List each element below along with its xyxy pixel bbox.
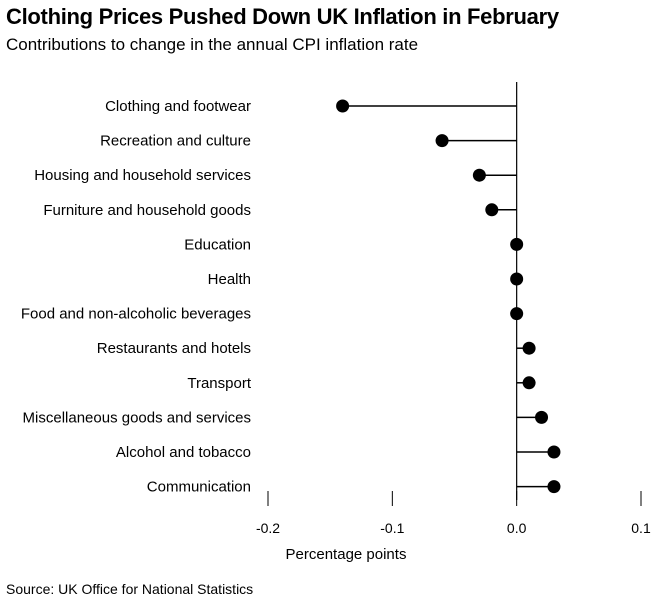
category-label: Recreation and culture	[100, 133, 251, 150]
chart-title: Clothing Prices Pushed Down UK Inflation…	[6, 4, 559, 29]
lollipop-dot	[435, 134, 449, 148]
chart-marks	[336, 99, 561, 494]
x-tick-label: 0.0	[507, 520, 527, 536]
category-label: Clothing and footwear	[105, 98, 251, 115]
category-label: Furniture and household goods	[43, 202, 251, 219]
lollipop-dot	[547, 480, 561, 494]
category-label: Health	[208, 271, 251, 288]
category-label: Housing and household services	[34, 167, 251, 184]
lollipop-dot	[510, 272, 524, 286]
x-tick-label: -0.2	[256, 520, 280, 536]
x-axis: -0.2 -0.1 0.0 0.1 Percentage points	[256, 82, 651, 563]
x-axis-label: Percentage points	[286, 546, 407, 563]
lollipop-dot	[535, 410, 549, 424]
x-tick-label: 0.1	[631, 520, 651, 536]
lollipop-dot	[510, 307, 524, 321]
category-label: Alcohol and tobacco	[116, 444, 251, 461]
lollipop-dot	[336, 99, 350, 113]
lollipop-dot	[522, 376, 536, 390]
lollipop-dot	[472, 168, 486, 182]
category-label: Education	[184, 236, 251, 253]
lollipop-dot	[522, 341, 536, 355]
lollipop-dot	[485, 203, 499, 217]
lollipop-dot	[547, 445, 561, 459]
category-labels: Clothing and footwear Recreation and cult…	[21, 98, 252, 496]
category-label: Communication	[147, 479, 251, 496]
source-note: Source: UK Office for National Statistic…	[6, 581, 254, 597]
category-label: Restaurants and hotels	[97, 340, 251, 357]
lollipop-dot	[510, 237, 524, 251]
category-label: Miscellaneous goods and services	[23, 409, 251, 426]
chart-subtitle: Contributions to change in the annual CP…	[6, 35, 419, 54]
x-tick-label: -0.1	[380, 520, 404, 536]
category-label: Food and non-alcoholic beverages	[21, 306, 251, 323]
category-label: Transport	[187, 375, 251, 392]
